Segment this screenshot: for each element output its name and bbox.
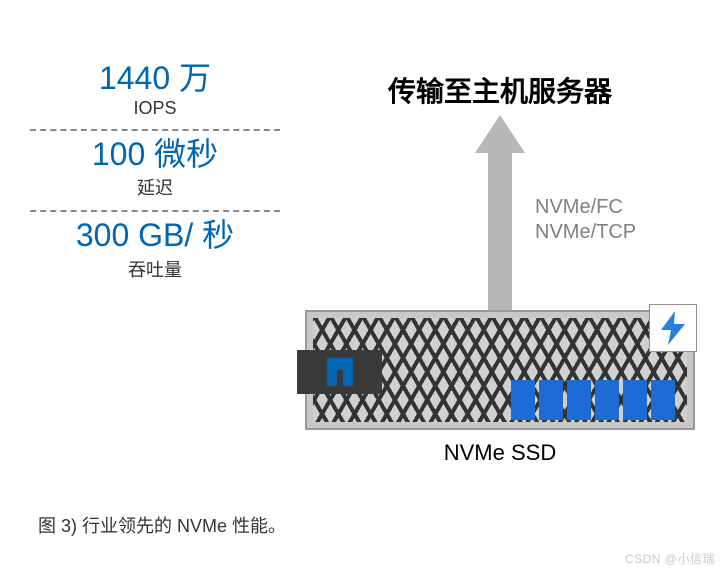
metric-value: 1440 万 (30, 61, 280, 96)
netapp-n-icon (327, 358, 353, 386)
protocol-item: NVMe/TCP (535, 220, 636, 245)
metric-value: 100 微秒 (30, 137, 280, 172)
metric-throughput: 300 GB/ 秒 吞吐量 (30, 212, 280, 291)
infographic-root: 1440 万 IOPS 100 微秒 延迟 300 GB/ 秒 吞吐量 传输至主… (0, 0, 725, 575)
power-badge (649, 304, 697, 352)
ssd-drive-icon (651, 380, 675, 420)
vendor-logo-box (297, 350, 382, 394)
metric-latency: 100 微秒 延迟 (30, 131, 280, 210)
watermark: CSDN @小信瑞 (625, 550, 715, 567)
metric-value: 300 GB/ 秒 (30, 218, 280, 253)
ssd-drive-icon (511, 380, 535, 420)
metrics-panel: 1440 万 IOPS 100 微秒 延迟 300 GB/ 秒 吞吐量 (30, 55, 280, 292)
protocol-list: NVMe/FC NVMe/TCP (535, 195, 636, 245)
drive-bay (511, 380, 675, 420)
ssd-drive-icon (595, 380, 619, 420)
up-arrow (475, 115, 525, 310)
protocol-item: NVMe/FC (535, 195, 636, 220)
metric-label: 延迟 (30, 174, 280, 200)
arrow-shaft-icon (488, 153, 512, 313)
figure-caption: 图 3) 行业领先的 NVMe 性能。 (38, 512, 286, 538)
ssd-drive-icon (623, 380, 647, 420)
metric-label: 吞吐量 (30, 256, 280, 282)
storage-chassis (305, 310, 695, 430)
ssd-drive-icon (539, 380, 563, 420)
metric-label: IOPS (30, 98, 280, 119)
diagram-title: 传输至主机服务器 (305, 70, 695, 110)
lightning-bolt-icon (659, 311, 687, 345)
ssd-label: NVMe SSD (305, 440, 695, 466)
arrow-head-icon (475, 115, 525, 153)
ssd-drive-icon (567, 380, 591, 420)
metric-iops: 1440 万 IOPS (30, 55, 280, 129)
